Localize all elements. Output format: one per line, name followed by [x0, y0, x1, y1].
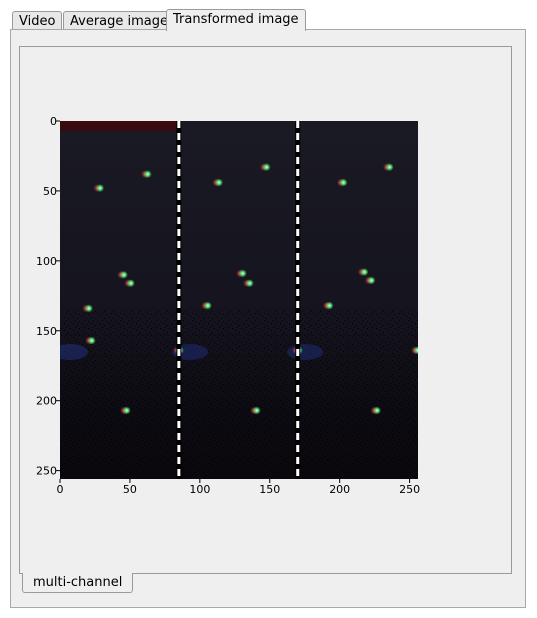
spot-6: [213, 179, 224, 187]
tab-transformed-image[interactable]: Transformed image: [166, 9, 306, 31]
blue-haze-right: [287, 344, 323, 360]
spot-21: [371, 406, 382, 414]
red-top-band: [60, 121, 178, 131]
y-tick-label-200: 200: [36, 395, 57, 408]
x-tick-label-50: 50: [123, 483, 137, 496]
spot-14: [365, 276, 376, 284]
noise-region: [60, 310, 418, 479]
spot-16: [383, 163, 394, 171]
spot-20: [250, 406, 261, 414]
y-tick-label-50: 50: [43, 185, 57, 198]
spot-19: [120, 406, 131, 414]
spot-13: [358, 268, 369, 276]
y-tick-label-100: 100: [36, 255, 57, 268]
spot-8: [243, 279, 254, 287]
y-tick-label-150: 150: [36, 325, 57, 338]
x-tick-label-250: 250: [399, 483, 420, 496]
x-tick-label-0: 0: [57, 483, 64, 496]
tab-multi-channel[interactable]: multi-channel: [22, 573, 133, 593]
y-axis: 0 50 100 150 200 250: [36, 115, 60, 478]
spot-2: [124, 279, 135, 287]
spot-4: [141, 170, 152, 178]
spot-1: [117, 271, 128, 279]
spot-12: [337, 179, 348, 187]
blue-haze-left: [52, 344, 88, 360]
y-tick-label-250: 250: [36, 465, 57, 478]
y-tick-label-0: 0: [50, 115, 57, 128]
spot-15: [323, 302, 334, 310]
spot-9: [201, 302, 212, 310]
x-tick-label-100: 100: [189, 483, 210, 496]
spot-7: [236, 269, 247, 277]
x-axis: 0 50 100 150 200 250: [57, 479, 421, 496]
x-tick-label-200: 200: [329, 483, 350, 496]
spot-10: [260, 163, 271, 171]
x-tick-label-150: 150: [259, 483, 280, 496]
spot-17: [411, 346, 422, 354]
spot-3: [82, 304, 93, 312]
spot-5: [85, 337, 96, 345]
spot-0: [94, 184, 105, 192]
